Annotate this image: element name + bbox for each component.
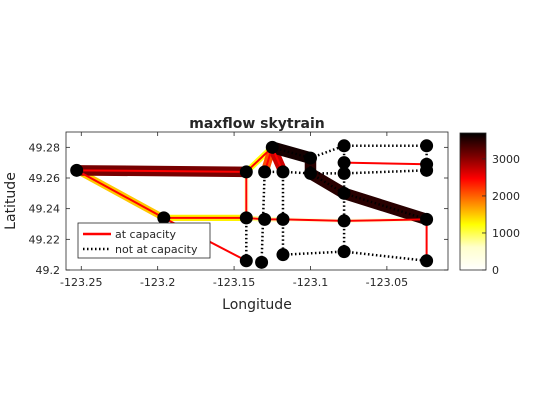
x-ticks: -123.25 -123.2 -123.15 -123.1 -123.05 xyxy=(60,132,408,289)
y-tick-label: 49.2 xyxy=(36,264,61,277)
y-tick-label: 49.24 xyxy=(29,203,61,216)
station-node xyxy=(337,214,351,228)
chart-title: maxflow skytrain xyxy=(189,116,324,132)
edge-at-capacity xyxy=(76,169,247,173)
station-node xyxy=(255,255,269,269)
station-node xyxy=(337,186,351,200)
nodes xyxy=(70,139,434,269)
station-node xyxy=(303,151,317,165)
colorbar-ticks: 0 1000 2000 3000 xyxy=(482,153,520,277)
edge-at-capacity xyxy=(282,218,345,222)
station-node xyxy=(239,254,253,268)
colorbar-tick-label: 1000 xyxy=(492,227,520,240)
station-node xyxy=(276,248,290,262)
station-node xyxy=(258,212,272,226)
y-tick-label: 49.22 xyxy=(29,233,61,246)
x-tick-label: -123.1 xyxy=(293,276,328,289)
colorbar xyxy=(459,132,487,271)
y-tick-label: 49.28 xyxy=(29,141,61,154)
edge-at-capacity xyxy=(76,169,165,219)
station-node xyxy=(420,163,434,177)
colorbar-tick-label: 2000 xyxy=(492,190,520,203)
x-tick-label: -123.15 xyxy=(213,276,255,289)
legend-box xyxy=(77,222,211,259)
y-ticks: 49.2 49.22 49.24 49.26 49.28 xyxy=(29,141,448,277)
station-node xyxy=(420,139,434,153)
station-node xyxy=(239,165,253,179)
edge-not-at-capacity xyxy=(309,172,345,195)
legend-label-not-at-capacity: not at capacity xyxy=(115,243,198,256)
station-node xyxy=(239,211,253,225)
y-axis-label: Latitude xyxy=(3,172,19,230)
legend: at capacity not at capacity xyxy=(77,222,211,259)
edge-not-at-capacity xyxy=(344,169,427,175)
station-node xyxy=(420,254,434,268)
station-node xyxy=(420,212,434,226)
station-node xyxy=(337,166,351,180)
station-node xyxy=(337,156,351,170)
edge-not-at-capacity xyxy=(343,250,427,263)
x-axis-label: Longitude xyxy=(222,297,292,313)
edge-at-capacity xyxy=(344,218,427,222)
station-node xyxy=(258,165,272,179)
edge-at-capacity xyxy=(344,161,427,166)
colorbar-tick-label: 3000 xyxy=(492,153,520,166)
station-node xyxy=(337,245,351,259)
station-node xyxy=(303,166,317,180)
station-node xyxy=(276,212,290,226)
edge-not-at-capacity xyxy=(343,192,427,221)
station-node xyxy=(265,140,279,154)
x-tick-label: -123.05 xyxy=(366,276,408,289)
station-node xyxy=(337,139,351,153)
axes-frame xyxy=(65,131,449,271)
edge-not-at-capacity xyxy=(271,146,311,160)
colorbar-tick-label: 0 xyxy=(492,264,499,277)
station-node xyxy=(70,163,84,177)
x-tick-label: -123.2 xyxy=(140,276,175,289)
legend-label-at-capacity: at capacity xyxy=(115,228,176,241)
station-node xyxy=(157,211,171,225)
y-tick-label: 49.26 xyxy=(29,172,61,185)
station-node xyxy=(276,165,290,179)
x-tick-label: -123.25 xyxy=(60,276,102,289)
